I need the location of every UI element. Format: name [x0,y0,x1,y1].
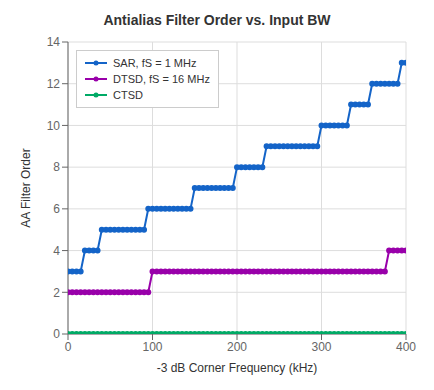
svg-text:14: 14 [47,35,61,49]
svg-text:2: 2 [53,286,60,300]
html-text:CTSD: CTSD [113,89,143,101]
svg-text:100: 100 [142,340,162,354]
svg-text:200: 200 [227,340,247,354]
svg-text:AA Filter Order: AA Filter Order [19,148,33,227]
svg-text:10: 10 [47,119,61,133]
html-text:DTSD, fS = 16 MHz: DTSD, fS = 16 MHz [113,73,210,85]
svg-text:-3 dB Corner Frequency (kHz): -3 dB Corner Frequency (kHz) [157,361,318,375]
html-text:Antialias Filter Order vs. Inp: Antialias Filter Order vs. Input BW [103,12,331,28]
svg-text:0: 0 [65,340,72,354]
svg-text:12: 12 [47,77,61,91]
svg-text:400: 400 [396,340,416,354]
svg-text:8: 8 [53,160,60,174]
svg-text:6: 6 [53,202,60,216]
svg-text:4: 4 [53,244,60,258]
svg-text:300: 300 [311,340,331,354]
html-text:SAR, fS = 1 MHz: SAR, fS = 1 MHz [113,57,197,69]
svg-text:0: 0 [53,327,60,341]
